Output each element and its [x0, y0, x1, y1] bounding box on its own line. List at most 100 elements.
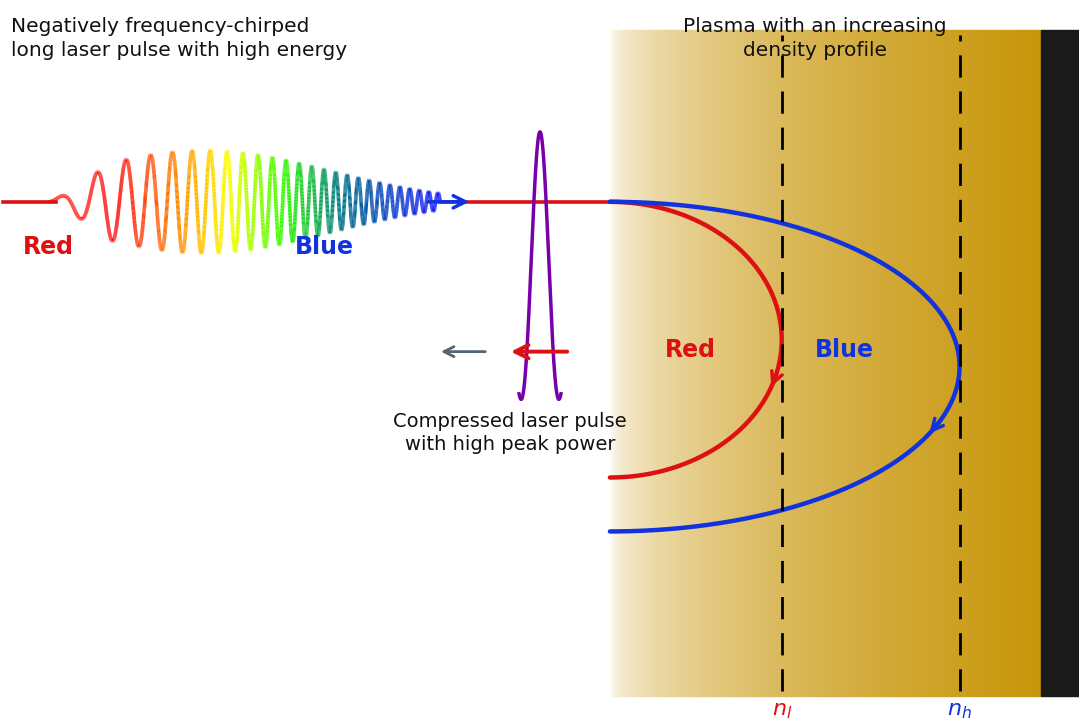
Bar: [697, 30, 698, 696]
Bar: [841, 30, 843, 696]
Bar: [663, 30, 664, 696]
Bar: [731, 30, 732, 696]
Bar: [822, 30, 823, 696]
Bar: [633, 30, 634, 696]
Bar: [1040, 30, 1041, 696]
Bar: [859, 30, 861, 696]
Bar: [767, 30, 768, 696]
Bar: [732, 30, 733, 696]
Bar: [740, 30, 741, 696]
Bar: [1010, 30, 1011, 696]
Bar: [826, 30, 827, 696]
Bar: [777, 30, 779, 696]
Bar: [649, 30, 650, 696]
Bar: [761, 30, 762, 696]
Bar: [849, 30, 850, 696]
Bar: [805, 30, 806, 696]
Bar: [686, 30, 688, 696]
Bar: [647, 30, 649, 696]
Bar: [946, 30, 948, 696]
Bar: [824, 30, 826, 696]
Bar: [814, 30, 815, 696]
Bar: [685, 30, 686, 696]
Bar: [910, 30, 912, 696]
Bar: [690, 30, 692, 696]
Bar: [839, 30, 840, 696]
Bar: [650, 30, 651, 696]
Bar: [862, 30, 863, 696]
Bar: [720, 30, 723, 696]
Bar: [764, 30, 766, 696]
Bar: [646, 30, 647, 696]
Bar: [788, 30, 789, 696]
Bar: [1027, 30, 1028, 696]
Bar: [623, 30, 624, 696]
Bar: [637, 30, 638, 696]
Bar: [1026, 30, 1027, 696]
Bar: [937, 30, 940, 696]
Bar: [779, 30, 780, 696]
Bar: [768, 30, 770, 696]
Bar: [966, 30, 967, 696]
Bar: [797, 30, 798, 696]
Bar: [710, 30, 711, 696]
Bar: [794, 30, 796, 696]
Bar: [735, 30, 737, 696]
Bar: [766, 30, 767, 696]
Bar: [1014, 30, 1015, 696]
Bar: [909, 30, 910, 696]
Bar: [619, 30, 620, 696]
Text: Blue: Blue: [295, 235, 354, 259]
Bar: [927, 30, 928, 696]
Bar: [837, 30, 839, 696]
Bar: [714, 30, 715, 696]
Bar: [869, 30, 870, 696]
Bar: [745, 30, 746, 696]
Bar: [989, 30, 991, 696]
Bar: [998, 30, 1000, 696]
Bar: [792, 30, 793, 696]
Bar: [780, 30, 781, 696]
Bar: [689, 30, 690, 696]
Bar: [669, 30, 671, 696]
Bar: [823, 30, 824, 696]
Bar: [741, 30, 742, 696]
Bar: [959, 30, 961, 696]
Bar: [988, 30, 989, 696]
Bar: [698, 30, 699, 696]
Bar: [815, 30, 818, 696]
Bar: [625, 30, 627, 696]
Bar: [746, 30, 748, 696]
Bar: [727, 30, 728, 696]
Bar: [994, 30, 996, 696]
Bar: [787, 30, 788, 696]
Bar: [1000, 30, 1001, 696]
Bar: [673, 30, 675, 696]
Bar: [843, 30, 845, 696]
Bar: [1001, 30, 1002, 696]
Bar: [856, 30, 858, 696]
Bar: [950, 30, 953, 696]
Bar: [870, 30, 872, 696]
Bar: [876, 30, 877, 696]
Bar: [997, 30, 998, 696]
Bar: [945, 30, 946, 696]
Text: Red: Red: [23, 235, 73, 259]
Bar: [744, 30, 745, 696]
Bar: [861, 30, 862, 696]
Bar: [1013, 30, 1014, 696]
Bar: [881, 30, 883, 696]
Bar: [953, 30, 954, 696]
Bar: [707, 30, 710, 696]
Bar: [987, 30, 988, 696]
Bar: [705, 30, 706, 696]
Text: Blue: Blue: [814, 337, 874, 361]
Bar: [774, 30, 775, 696]
Bar: [972, 30, 974, 696]
Bar: [923, 30, 924, 696]
Bar: [733, 30, 735, 696]
Bar: [941, 30, 942, 696]
Bar: [840, 30, 841, 696]
Bar: [831, 30, 832, 696]
Bar: [699, 30, 701, 696]
